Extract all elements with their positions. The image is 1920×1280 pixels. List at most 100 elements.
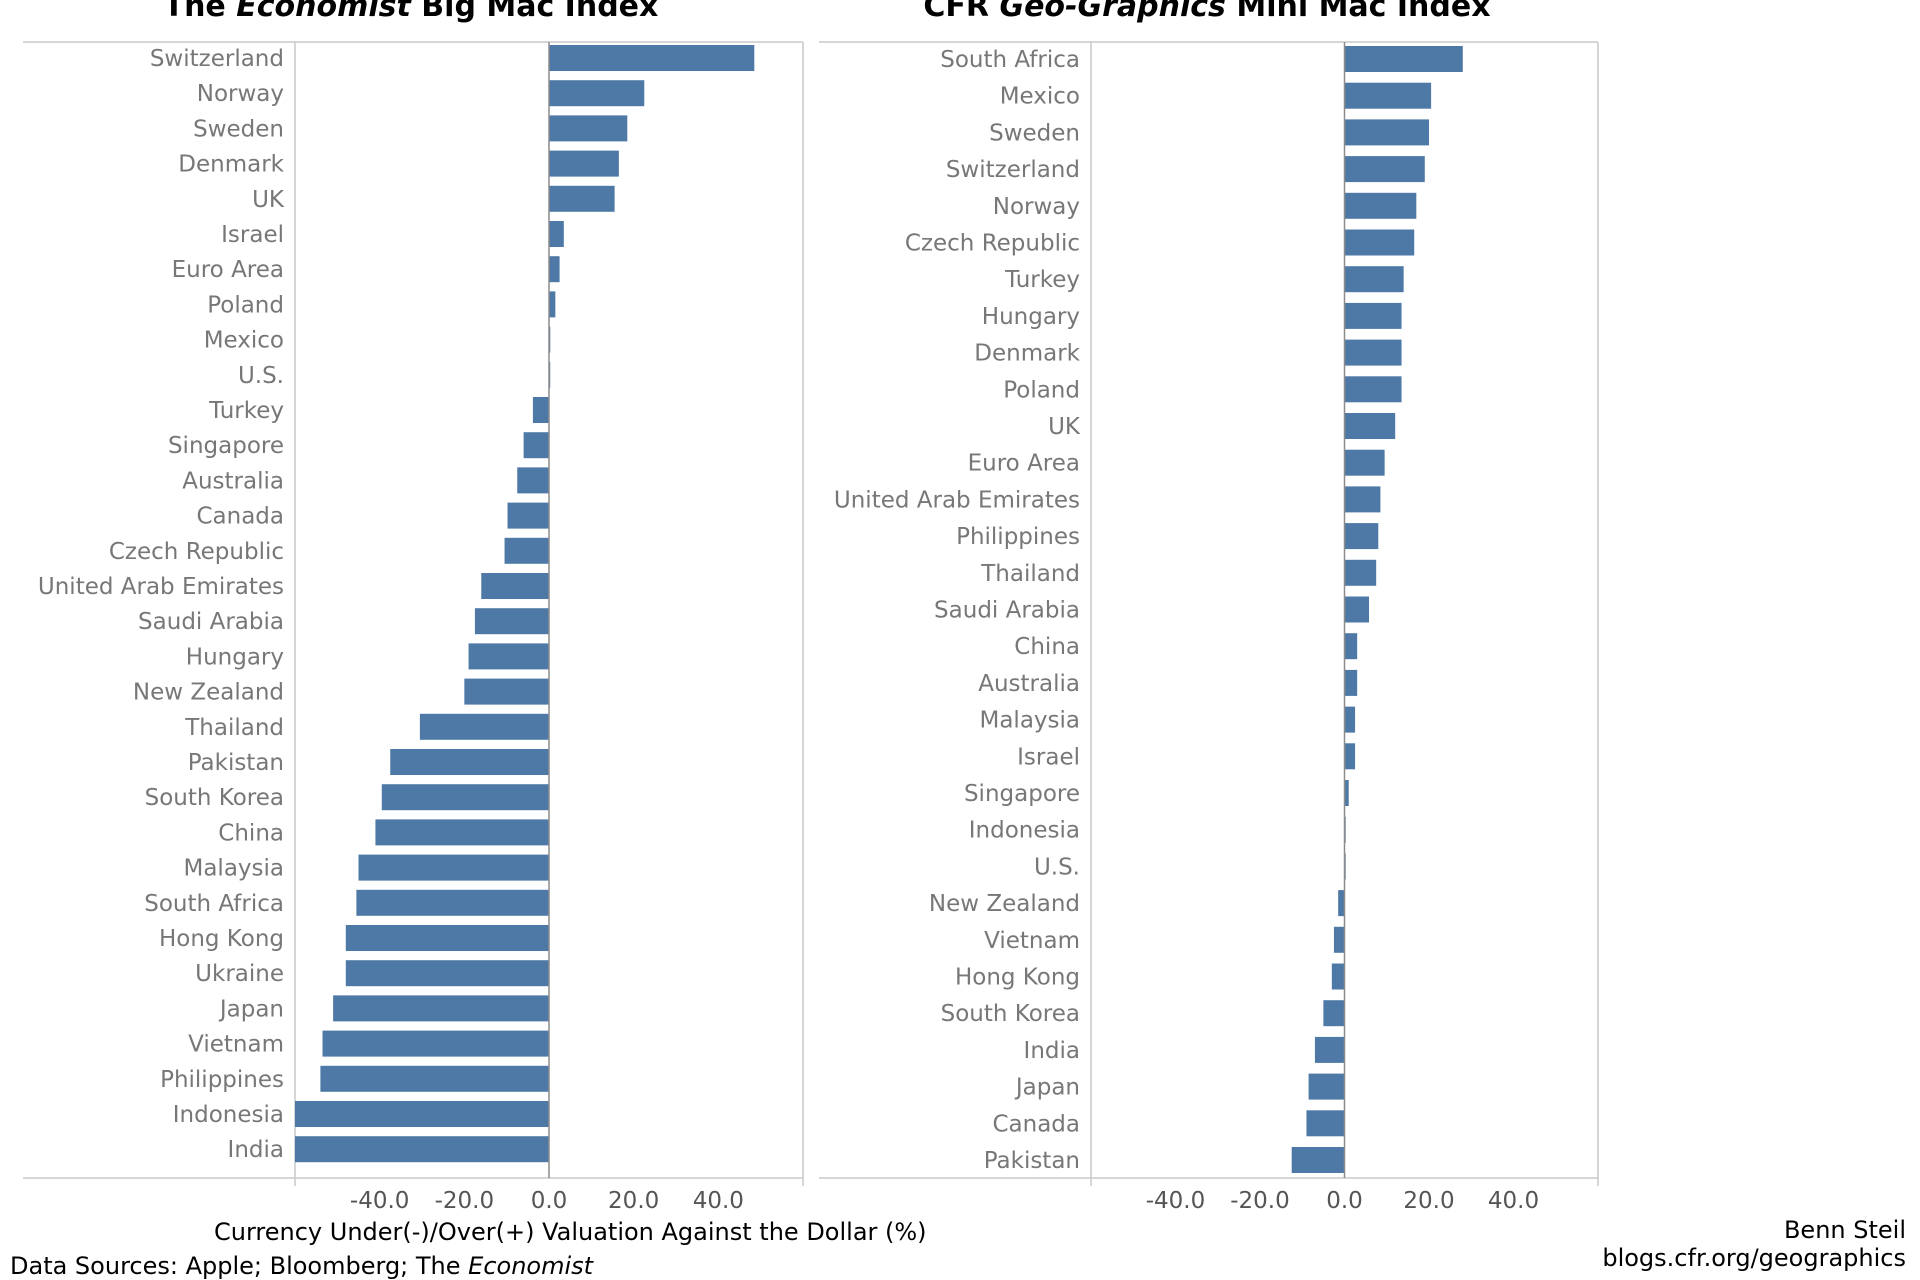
big-mac-bar (464, 678, 549, 705)
big-mac-category-label: Czech Republic (109, 539, 284, 565)
big-mac-category-label: Thailand (184, 715, 284, 741)
big-mac-bar (549, 150, 619, 177)
big-mac-category-label: Denmark (178, 152, 284, 178)
mini-mac-index-panel: CFR Geo-Graphics Mini Mac Index South Afr… (819, 0, 1599, 1214)
mini-mac-category-label: Japan (1014, 1075, 1080, 1101)
big-mac-bar (390, 749, 549, 775)
big-mac-category-label: Switzerland (150, 46, 284, 72)
mini-mac-bar (1344, 82, 1432, 109)
big-mac-bar (356, 889, 549, 916)
big-mac-category-label: Saudi Arabia (138, 609, 284, 635)
big-mac-bar (345, 925, 549, 951)
mini-mac-bar (1344, 523, 1379, 550)
mini-mac-category-label: Czech Republic (905, 231, 1080, 257)
big-mac-category-label: Norway (197, 81, 284, 107)
mini-mac-category-label: U.S. (1034, 854, 1080, 880)
big-mac-category-label: Japan (218, 996, 284, 1022)
mini-mac-bar (1344, 302, 1402, 329)
mini-mac-bar (1314, 1036, 1345, 1063)
blog-url: blogs.cfr.org/geographics (1602, 1244, 1906, 1272)
mini-mac-bar (1344, 266, 1404, 293)
mini-mac-category-label: Hungary (982, 304, 1080, 330)
mini-mac-category-label: UK (1048, 414, 1081, 440)
big-mac-x-tick-label: -40.0 (350, 1188, 410, 1214)
mini-mac-category-label: Philippines (956, 524, 1080, 550)
mini-mac-category-label: Poland (1003, 377, 1080, 403)
big-mac-bar (322, 1030, 549, 1057)
big-mac-bar (381, 784, 549, 811)
mini-mac-x-tick-label: 20.0 (1403, 1188, 1454, 1214)
big-mac-bar (345, 960, 549, 987)
big-mac-bar (507, 502, 549, 529)
big-mac-category-label: U.S. (238, 363, 284, 389)
big-mac-bar (474, 608, 549, 635)
big-mac-bar (419, 713, 549, 740)
mini-mac-bar (1306, 1110, 1345, 1137)
mini-mac-category-label: United Arab Emirates (834, 487, 1080, 513)
author-credit: Benn Steil (1783, 1216, 1906, 1244)
mini-mac-category-label: Hong Kong (955, 965, 1080, 991)
big-mac-bar (549, 185, 615, 212)
big-mac-x-tick-label: -20.0 (435, 1188, 495, 1214)
mini-mac-category-label: South Korea (941, 1001, 1080, 1027)
mini-mac-bar (1344, 449, 1385, 476)
mini-mac-category-label: India (1024, 1038, 1080, 1064)
mini-mac-bar (1344, 46, 1463, 72)
big-mac-bar (333, 995, 549, 1022)
mini-mac-bar (1344, 156, 1425, 183)
big-mac-bar (295, 1136, 549, 1163)
big-mac-category-label: Philippines (160, 1067, 284, 1093)
mini-mac-bar (1344, 633, 1358, 660)
big-mac-bar (358, 854, 549, 881)
mini-mac-category-label: Israel (1017, 744, 1080, 770)
mini-mac-bar (1291, 1147, 1345, 1173)
big-mac-category-label: Vietnam (188, 1032, 284, 1058)
mini-mac-category-label: Norway (993, 194, 1080, 220)
mini-mac-category-label: Canada (992, 1111, 1080, 1137)
mini-mac-bar (1344, 743, 1356, 770)
mini-mac-category-label: Pakistan (984, 1148, 1080, 1174)
mini-mac-category-label: Vietnam (984, 928, 1080, 954)
big-mac-x-tick-label: 40.0 (693, 1188, 744, 1214)
mini-mac-bar (1344, 376, 1402, 403)
mini-mac-bar (1344, 780, 1349, 806)
mini-mac-bar (1344, 596, 1370, 623)
data-sources-italic: Economist (468, 1252, 594, 1280)
big-mac-category-label: Israel (221, 222, 284, 248)
big-mac-bar (532, 397, 549, 423)
mini-mac-category-label: Turkey (1004, 267, 1080, 293)
big-mac-category-label: Hungary (186, 644, 284, 670)
mini-mac-category-label: Singapore (964, 781, 1080, 807)
big-mac-bar (504, 537, 549, 564)
big-mac-category-label: India (228, 1137, 284, 1163)
big-mac-bar (468, 643, 549, 670)
big-mac-index-panel: The Economist Big Mac Index Switzerland No… (23, 0, 804, 1214)
mini-mac-bar (1344, 339, 1402, 366)
big-mac-x-tick-label: 20.0 (608, 1188, 659, 1214)
big-mac-category-label: Pakistan (188, 750, 284, 776)
big-mac-bar (549, 45, 755, 71)
mini-mac-category-label: Thailand (980, 561, 1080, 587)
big-mac-category-label: Sweden (193, 116, 284, 142)
big-mac-bar (549, 221, 564, 247)
mini-mac-bar (1344, 413, 1396, 439)
mini-mac-bar (1333, 926, 1345, 953)
mini-mac-bar (1308, 1073, 1345, 1100)
mini-mac-bar (1344, 192, 1417, 219)
big-mac-category-label: United Arab Emirates (38, 574, 284, 600)
mini-mac-category-label: Mexico (1000, 84, 1080, 110)
mini-mac-category-label: Sweden (989, 120, 1080, 146)
data-sources-note: Data Sources: Apple; Bloomberg; The Econ… (10, 1252, 593, 1280)
big-mac-bar (375, 819, 549, 846)
mini-mac-category-label: New Zealand (929, 891, 1080, 917)
mini-mac-category-label: Malaysia (979, 708, 1080, 734)
big-mac-category-label: South Korea (145, 785, 284, 811)
mini-mac-chart-title: CFR Geo-Graphics Mini Mac Index (923, 0, 1490, 24)
big-mac-bar (320, 1065, 549, 1092)
big-mac-category-label: South Africa (144, 891, 284, 917)
mini-mac-bar (1344, 486, 1381, 513)
mini-mac-category-label: South Africa (940, 47, 1080, 73)
mini-mac-category-label: Euro Area (968, 451, 1080, 477)
mini-mac-x-tick-label: 40.0 (1488, 1188, 1539, 1214)
